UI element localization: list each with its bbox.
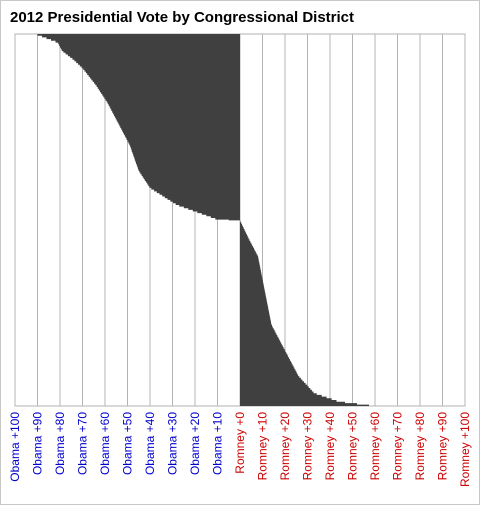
x-tick-label: Romney +20 (278, 412, 292, 481)
x-tick-label: Romney +30 (301, 412, 315, 481)
x-tick-label: Romney +90 (436, 412, 450, 481)
x-tick-label: Obama +40 (143, 412, 157, 475)
chart-title: 2012 Presidential Vote by Congressional … (10, 9, 355, 26)
x-tick-label: Romney +0 (233, 412, 247, 474)
x-tick-label: Romney +40 (323, 412, 337, 481)
x-tick-label: Obama +80 (53, 412, 67, 475)
x-tick-label: Romney +80 (413, 412, 427, 481)
x-tick-label: Romney +50 (346, 412, 360, 481)
x-tick-label: Obama +20 (188, 412, 202, 475)
x-tick-label: Obama +10 (211, 412, 225, 475)
x-tick-label: Romney +10 (256, 412, 270, 481)
x-tick-label: Obama +90 (31, 412, 45, 475)
x-tick-label: Romney +100 (458, 412, 472, 487)
district-margin-area (37, 34, 369, 406)
x-tick-label: Romney +70 (391, 412, 405, 481)
x-tick-label: Obama +70 (76, 412, 90, 475)
x-tick-label: Obama +30 (166, 412, 180, 475)
x-tick-label: Obama +50 (121, 412, 135, 475)
x-tick-label: Romney +60 (368, 412, 382, 481)
x-tick-label: Obama +100 (8, 412, 22, 482)
x-tick-label: Obama +60 (98, 412, 112, 475)
